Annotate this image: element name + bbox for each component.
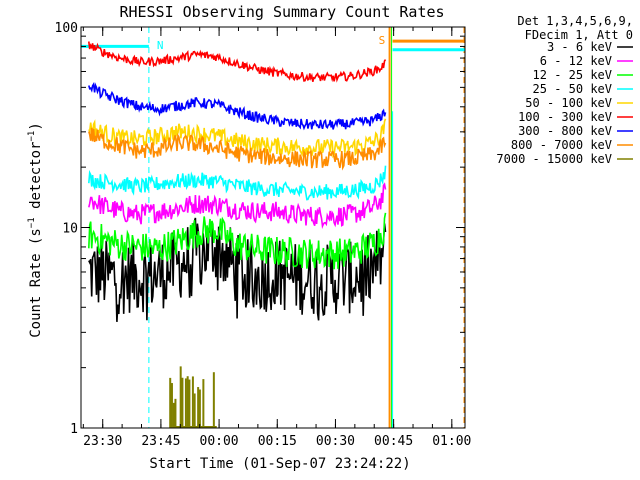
legend-header-line-2: FDecim 1, Att 0: [525, 28, 633, 42]
y-axis-label-superscript-1: −1: [27, 217, 37, 228]
x-axis-label: Start Time (01-Sep-07 23:24:22): [149, 456, 410, 472]
y-axis-label-middle: detector: [28, 142, 44, 218]
legend-header-line-1: Det 1,3,4,5,6,9,: [517, 14, 633, 28]
series-line-25-50-kev: [88, 165, 387, 201]
series-line-12-25-kev: [88, 212, 387, 270]
x-tick-label: 00:45: [374, 434, 413, 449]
series-line-50-100-kev: [88, 118, 387, 159]
y-axis-label-superscript-2: −1: [27, 131, 37, 142]
legend-label: 800 - 7000 keV: [511, 138, 612, 152]
legend-label: 50 - 100 keV: [525, 96, 612, 110]
series-line-800-7000-kev: [88, 127, 387, 171]
legend-label: 7000 - 15000 keV: [496, 152, 612, 166]
x-tick-label: 23:30: [83, 434, 122, 449]
y-tick-label: 100: [55, 21, 78, 36]
legend-label: 6 - 12 keV: [540, 54, 612, 68]
tick-layer: 1 10 100 23:30 23:45 00:00 00:15 00:30 00:45 01:0…: [55, 21, 472, 449]
series-line-3-6-kev: [88, 217, 387, 322]
x-tick-label: 00:15: [258, 434, 297, 449]
y-axis-label: Count Rate (s−1 detector−1): [27, 122, 44, 338]
night-marker-label: N: [157, 39, 164, 52]
series-line-100-300-kev: [88, 41, 387, 83]
x-tick-label: 01:00: [432, 434, 471, 449]
chart-title: RHESSI Observing Summary Count Rates: [119, 3, 444, 21]
y-axis-label-main: Count Rate (s: [28, 228, 44, 338]
x-tick-label: 00:00: [200, 434, 239, 449]
legend: Det 1,3,4,5,6,9, FDecim 1, Att 0 3 - 6 k…: [496, 14, 633, 166]
legend-label: 12 - 25 keV: [533, 68, 612, 82]
legend-label: 100 - 300 keV: [518, 110, 612, 124]
x-tick-label: 23:45: [141, 434, 180, 449]
saa-marker-label: S: [379, 34, 386, 47]
y-tick-label: 10: [62, 222, 78, 237]
series-line-6-12-kev: [88, 182, 387, 230]
y-axis-label-end: ): [28, 122, 44, 130]
legend-label: 25 - 50 keV: [533, 82, 612, 96]
y-tick-label: 1: [70, 422, 78, 437]
series-line-300-800-kev: [88, 81, 387, 131]
legend-label: 300 - 800 keV: [518, 124, 612, 138]
legend-label: 3 - 6 keV: [547, 40, 612, 54]
x-tick-label: 00:30: [316, 434, 355, 449]
